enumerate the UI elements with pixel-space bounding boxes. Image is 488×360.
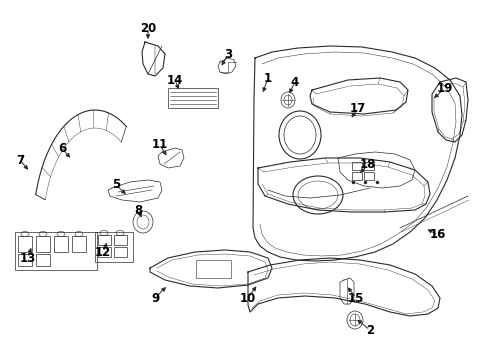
Text: 3: 3 [224, 49, 232, 62]
Text: 6: 6 [58, 141, 66, 154]
Bar [36, 254, 50, 266]
Text: 8: 8 [134, 203, 142, 216]
Text: 11: 11 [152, 139, 168, 152]
Bar [72, 236, 86, 252]
Text: 2: 2 [365, 324, 373, 337]
Bar [98, 247, 111, 257]
Text: 12: 12 [95, 246, 111, 258]
Text: 20: 20 [140, 22, 156, 35]
Text: 1: 1 [264, 72, 271, 85]
Bar [351, 172, 361, 180]
Bar [95, 232, 133, 262]
Text: 16: 16 [429, 229, 445, 242]
Bar [18, 254, 32, 266]
Text: 7: 7 [16, 153, 24, 166]
Text: 15: 15 [347, 292, 364, 305]
Text: 14: 14 [166, 73, 183, 86]
Text: 17: 17 [349, 102, 366, 114]
Bar [98, 235, 111, 245]
Text: 4: 4 [290, 76, 299, 89]
Bar [363, 162, 373, 170]
Text: 9: 9 [151, 292, 159, 305]
Bar [363, 172, 373, 180]
Bar [114, 235, 127, 245]
Bar [36, 236, 50, 252]
Bar [351, 162, 361, 170]
Text: 5: 5 [112, 179, 120, 192]
Text: 19: 19 [436, 81, 452, 94]
Bar [18, 236, 32, 252]
Text: 10: 10 [240, 292, 256, 305]
Bar [196, 260, 230, 278]
Bar [54, 236, 68, 252]
Bar [114, 247, 127, 257]
Text: 18: 18 [359, 158, 375, 171]
Text: 13: 13 [20, 252, 36, 265]
Bar [15, 232, 97, 270]
Bar [168, 88, 218, 108]
